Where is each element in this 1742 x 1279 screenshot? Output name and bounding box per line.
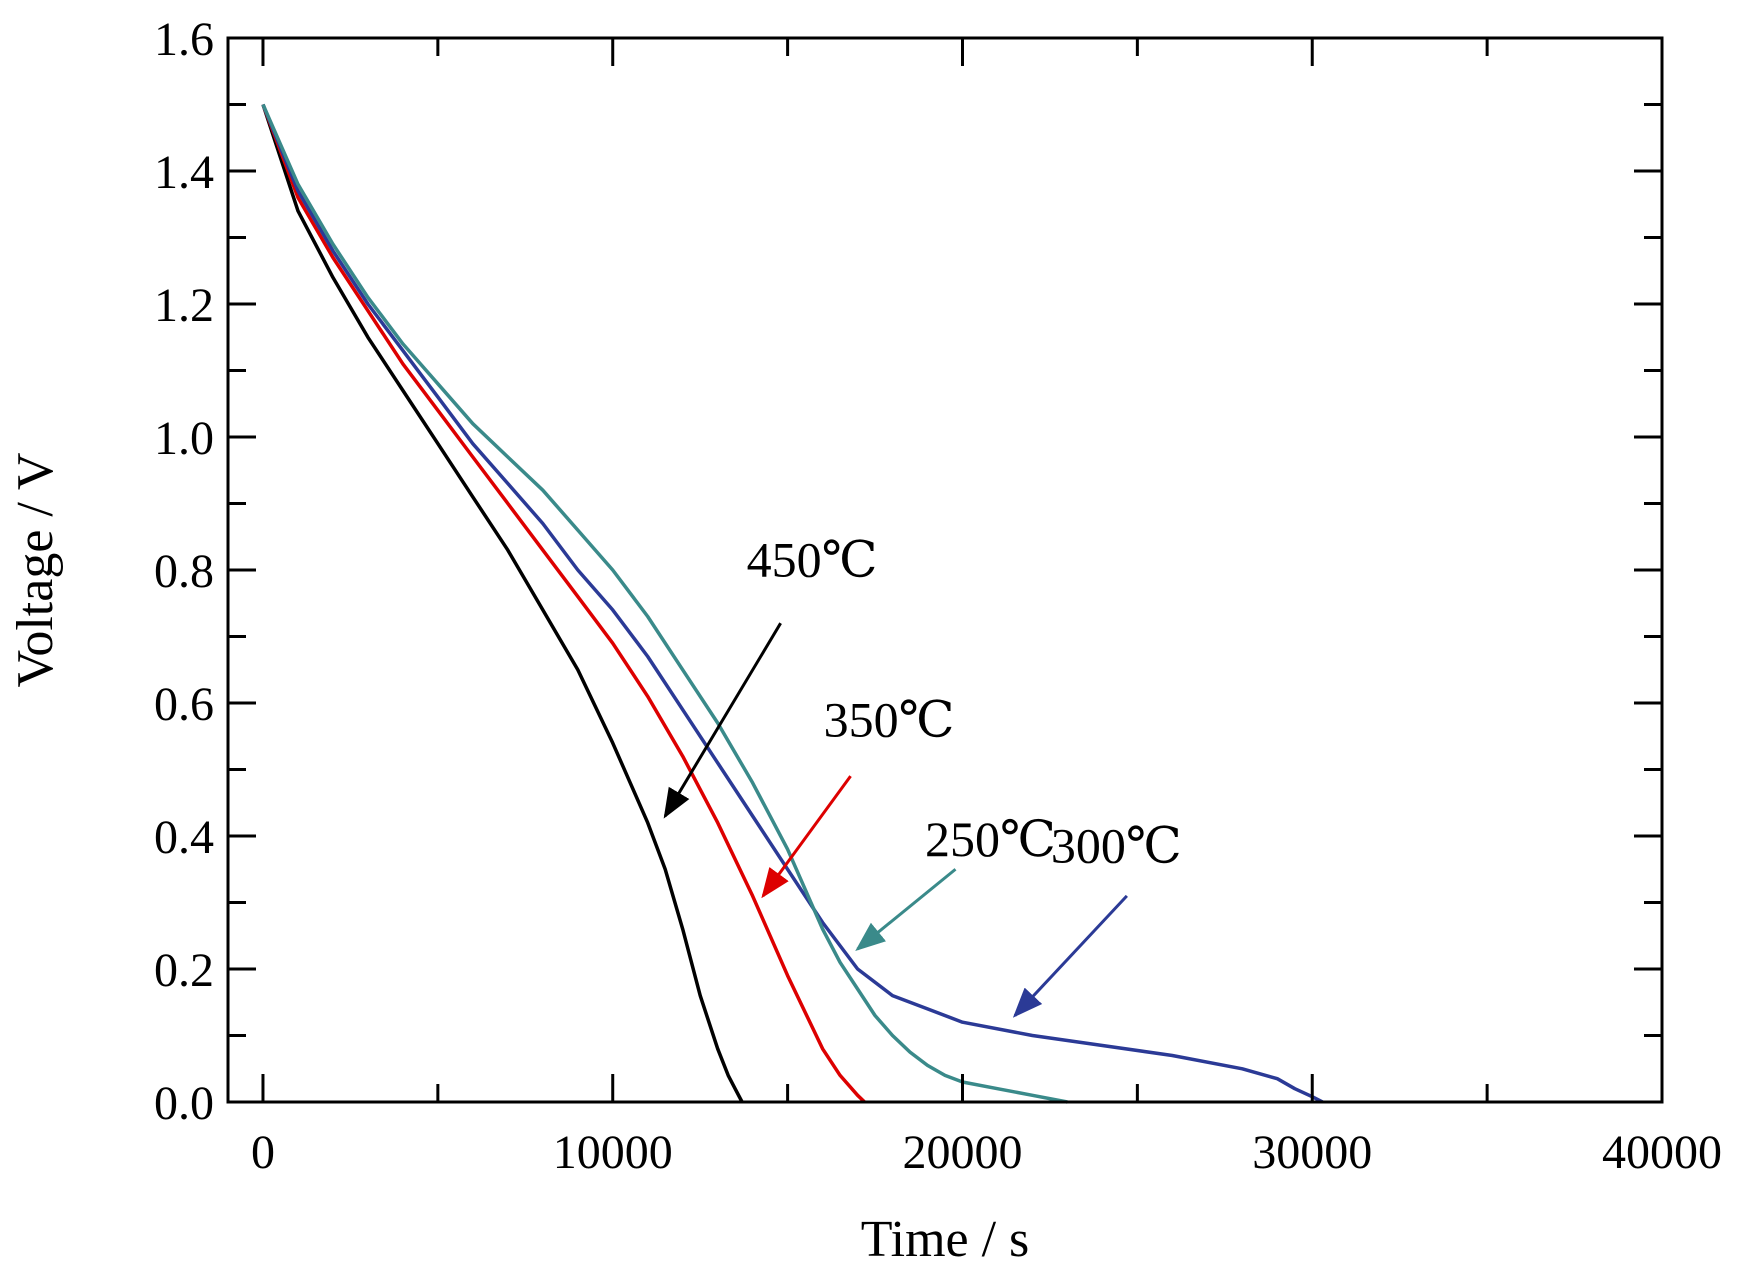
series-line-3 — [261, 103, 1324, 1104]
y-axis-label: Voltage / V — [7, 453, 64, 688]
annotation-label-1: 450℃ — [747, 532, 878, 588]
x-tick-label: 30000 — [1252, 1126, 1372, 1179]
series-layer — [261, 103, 1324, 1104]
annotation-arrow-4 — [1012, 894, 1128, 1018]
x-tick-label: 0 — [251, 1126, 275, 1179]
y-tick-label: 1.6 — [154, 13, 214, 66]
series-line-4 — [261, 103, 1068, 1104]
y-tick-label: 0.4 — [154, 811, 214, 864]
annotation-label-3: 250℃ — [925, 811, 1056, 867]
x-tick-label: 20000 — [902, 1126, 1022, 1179]
x-tick-label: 40000 — [1602, 1126, 1722, 1179]
annotation-arrow-2 — [761, 775, 852, 899]
y-tick-label: 0.6 — [154, 678, 214, 731]
annotation-arrow-3 — [855, 868, 957, 951]
annotation-label-2: 350℃ — [824, 691, 955, 747]
y-tick-label: 1.0 — [154, 412, 214, 465]
y-tick-label: 1.2 — [154, 279, 214, 332]
y-tick-label: 0.2 — [154, 944, 214, 997]
y-tick-label: 0.8 — [154, 545, 214, 598]
x-axis-label: Time / s — [861, 1211, 1030, 1268]
series-line-1 — [261, 103, 744, 1103]
y-tick-label: 1.4 — [154, 146, 214, 199]
y-tick-label: 0.0 — [154, 1077, 214, 1130]
axes-layer: 0 10000 20000 30000 40000 0.0 0.2 0.4 0.6 0.8 1.0 1… — [154, 13, 1722, 1179]
x-tick-label: 10000 — [553, 1126, 673, 1179]
plot-frame — [226, 36, 1664, 1104]
annotation-arrow-1 — [663, 622, 782, 819]
series-line-2 — [261, 103, 866, 1104]
annotation-label-4: 300℃ — [1051, 818, 1182, 874]
